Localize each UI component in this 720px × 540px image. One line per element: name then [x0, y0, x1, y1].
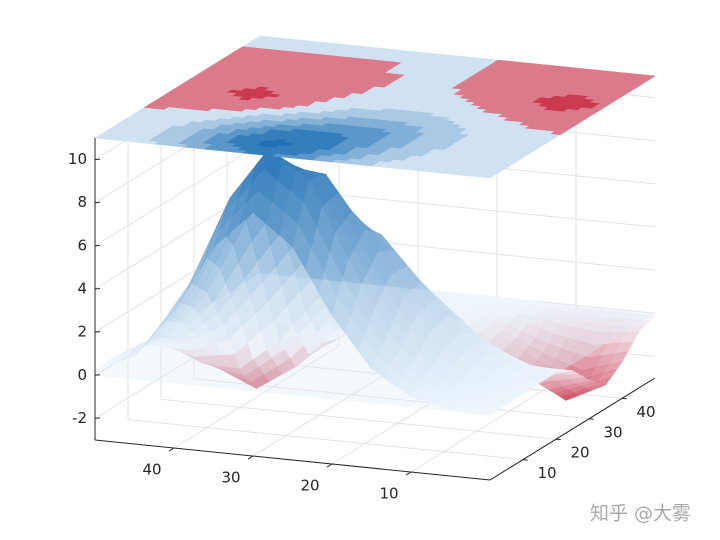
- y-tick: [168, 447, 175, 452]
- surface-layer: [94, 147, 656, 416]
- grid-line: [127, 419, 524, 461]
- z-tick: [94, 331, 101, 333]
- z-tick: [94, 201, 101, 204]
- z-tick: [94, 158, 101, 161]
- z-tick: [94, 417, 101, 419]
- y-tick-label: 10: [379, 485, 398, 503]
- y-axis-line: [94, 439, 491, 481]
- axes-layer: 10 20 30 40 10 20 30 40 -2 0 2 4 6 8 10: [68, 138, 656, 503]
- z-tick-label: -2: [72, 409, 87, 427]
- z-tick: [94, 374, 101, 376]
- grid-line: [94, 143, 261, 247]
- z-tick-label: 10: [68, 150, 87, 168]
- contour-layer: [94, 35, 656, 179]
- y-tick: [326, 463, 333, 468]
- z-tick-label: 4: [77, 280, 87, 298]
- x-axis-line: [489, 377, 656, 481]
- y-tick-label: 40: [142, 461, 161, 479]
- x-tick-label: 40: [636, 403, 655, 421]
- z-tick: [94, 288, 101, 290]
- x-tick-label: 20: [570, 444, 589, 462]
- y-tick-label: 30: [221, 469, 240, 487]
- plane-layer: [95, 273, 655, 416]
- grid-line: [173, 345, 340, 449]
- contour-patch: [254, 35, 271, 40]
- z-tick-label: 6: [77, 236, 87, 254]
- x-tick-label: 30: [603, 423, 622, 441]
- z-tick-label: 0: [77, 366, 87, 384]
- y-tick-label: 20: [300, 477, 319, 495]
- z-tick-label: 8: [77, 193, 87, 211]
- y-tick: [405, 471, 412, 476]
- watermark: 知乎 @大雾: [590, 503, 691, 525]
- z-tick: [94, 244, 101, 247]
- y-tick: [247, 455, 254, 460]
- surface-patch: [476, 408, 497, 416]
- z-plane: [95, 273, 655, 416]
- z-tick-label: 2: [77, 323, 87, 341]
- grid-line: [160, 398, 557, 440]
- x-tick-label: 10: [537, 464, 556, 482]
